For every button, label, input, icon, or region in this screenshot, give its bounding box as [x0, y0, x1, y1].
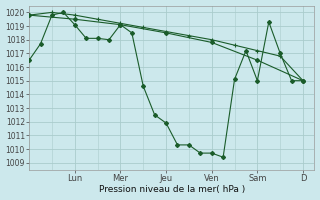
X-axis label: Pression niveau de la mer( hPa ): Pression niveau de la mer( hPa ) — [99, 185, 245, 194]
